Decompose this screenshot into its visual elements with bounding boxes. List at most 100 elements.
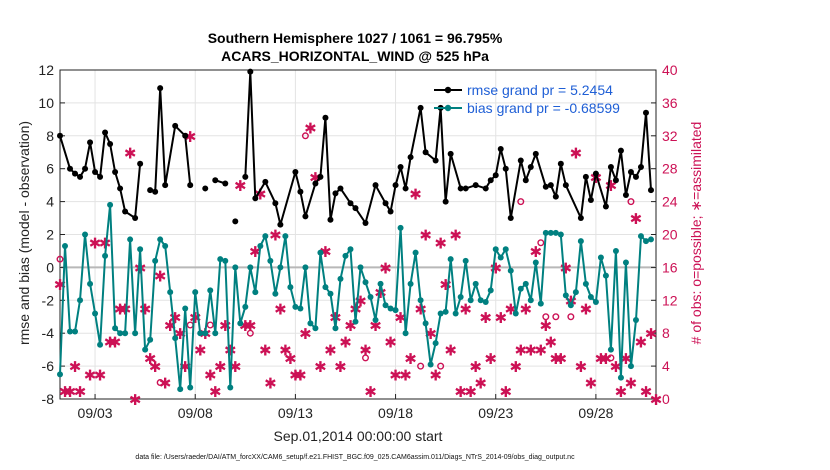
data-point-bias bbox=[467, 297, 474, 304]
data-point-bias bbox=[317, 249, 324, 256]
legend-rmse-marker bbox=[444, 86, 452, 94]
data-point-bias bbox=[307, 320, 314, 327]
obs-assimilated-marker: ✱ bbox=[645, 326, 658, 343]
obs-assimilated-marker: ✱ bbox=[184, 129, 197, 146]
obs-assimilated-marker: ✱ bbox=[244, 318, 257, 335]
obs-assimilated-marker: ✱ bbox=[144, 351, 157, 368]
obs-assimilated-marker: ✱ bbox=[94, 367, 107, 384]
data-point-rmse bbox=[392, 182, 399, 189]
y-tick-label: -8 bbox=[42, 391, 55, 407]
data-point-rmse bbox=[552, 193, 559, 200]
data-point-bias bbox=[297, 305, 304, 312]
data-point-bias bbox=[272, 290, 279, 297]
y2-tick-label: 16 bbox=[662, 259, 678, 275]
data-point-bias bbox=[247, 264, 254, 271]
data-point-bias bbox=[267, 257, 274, 264]
data-point-bias bbox=[137, 246, 144, 253]
obs-assimilated-marker: ✱ bbox=[149, 359, 162, 376]
data-point-rmse bbox=[262, 178, 269, 185]
y-tick-label: 10 bbox=[38, 95, 54, 111]
obs-assimilated-marker: ✱ bbox=[404, 351, 417, 368]
data-point-rmse bbox=[297, 188, 304, 195]
y-tick-label: 2 bbox=[46, 227, 54, 243]
data-point-bias bbox=[607, 346, 614, 353]
data-point-bias bbox=[157, 236, 164, 243]
data-point-bias bbox=[462, 257, 469, 264]
obs-assimilated-marker: ✱ bbox=[640, 384, 653, 401]
data-point-rmse bbox=[577, 215, 584, 222]
data-point-bias bbox=[472, 280, 479, 287]
obs-assimilated-marker: ✱ bbox=[479, 310, 492, 327]
data-point-bias bbox=[637, 233, 644, 240]
data-point-rmse bbox=[617, 147, 624, 154]
data-point-bias bbox=[72, 328, 79, 335]
obs-assimilated-marker: ✱ bbox=[560, 260, 573, 277]
data-point-rmse bbox=[107, 141, 114, 148]
data-point-rmse bbox=[132, 215, 139, 222]
y2-tick-label: 36 bbox=[662, 95, 678, 111]
data-point-bias bbox=[502, 246, 509, 253]
obs-assimilated-marker: ✱ bbox=[409, 186, 422, 203]
x-axis-label: Sep.01,2014 00:00:00 start bbox=[274, 428, 443, 444]
x-tick-label: 09/28 bbox=[578, 405, 613, 421]
data-point-bias bbox=[407, 280, 414, 287]
data-point-bias bbox=[477, 297, 484, 304]
data-point-rmse bbox=[462, 185, 469, 192]
data-point-bias bbox=[372, 317, 379, 324]
y2-tick-label: 24 bbox=[662, 194, 678, 210]
legend-bias-marker bbox=[444, 104, 452, 112]
data-point-bias bbox=[347, 246, 354, 253]
obs-assimilated-marker: ✱ bbox=[555, 351, 568, 368]
data-point-bias bbox=[547, 229, 554, 236]
data-point-rmse bbox=[502, 165, 509, 172]
obs-assimilated-marker: ✱ bbox=[219, 318, 232, 335]
data-point-bias bbox=[337, 275, 344, 282]
obs-assimilated-marker: ✱ bbox=[124, 145, 137, 162]
obs-assimilated-marker: ✱ bbox=[635, 334, 648, 351]
data-point-rmse bbox=[547, 182, 554, 189]
data-point-bias bbox=[167, 289, 174, 296]
obs-assimilated-marker: ✱ bbox=[570, 145, 583, 162]
data-point-bias bbox=[507, 267, 514, 274]
data-point-bias bbox=[342, 252, 349, 259]
data-point-bias bbox=[77, 297, 84, 304]
data-point-bias bbox=[492, 246, 499, 253]
data-point-bias bbox=[67, 328, 74, 335]
obs-possible-marker bbox=[537, 239, 545, 247]
obs-assimilated-marker: ✱ bbox=[334, 359, 347, 376]
data-point-rmse bbox=[157, 85, 164, 92]
obs-assimilated-marker: ✱ bbox=[89, 236, 102, 253]
data-point-bias bbox=[277, 264, 284, 271]
data-point-bias bbox=[352, 318, 359, 325]
data-point-bias bbox=[87, 280, 94, 287]
data-point-bias bbox=[557, 231, 564, 238]
data-point-rmse bbox=[292, 168, 299, 175]
obs-assimilated-marker: ✱ bbox=[274, 302, 287, 319]
data-point-rmse bbox=[337, 185, 344, 192]
data-point-rmse bbox=[77, 173, 84, 180]
data-point-rmse bbox=[387, 208, 394, 215]
obs-assimilated-marker: ✱ bbox=[234, 178, 247, 195]
data-point-rmse bbox=[542, 183, 549, 190]
obs-assimilated-marker: ✱ bbox=[119, 302, 132, 319]
obs-assimilated-marker: ✱ bbox=[294, 367, 307, 384]
data-point-bias bbox=[127, 236, 134, 243]
data-point-rmse bbox=[592, 170, 599, 177]
obs-assimilated-marker: ✱ bbox=[514, 343, 527, 360]
data-point-bias bbox=[357, 264, 364, 271]
y2-tick-label: 32 bbox=[662, 128, 678, 144]
data-point-bias bbox=[457, 294, 464, 301]
data-point-bias bbox=[187, 384, 194, 391]
obs-assimilated-marker: ✱ bbox=[384, 334, 397, 351]
obs-possible-marker bbox=[627, 198, 635, 206]
data-point-bias bbox=[562, 292, 569, 299]
obs-assimilated-marker: ✱ bbox=[224, 343, 237, 360]
obs-possible-marker bbox=[246, 329, 254, 337]
obs-assimilated-marker: ✱ bbox=[269, 228, 282, 245]
obs-assimilated-marker: ✱ bbox=[439, 277, 452, 294]
y-tick-label: 4 bbox=[46, 194, 54, 210]
obs-assimilated-marker: ✱ bbox=[314, 359, 327, 376]
data-point-rmse bbox=[602, 203, 609, 210]
data-point-bias bbox=[432, 340, 439, 347]
data-point-rmse bbox=[587, 196, 594, 203]
